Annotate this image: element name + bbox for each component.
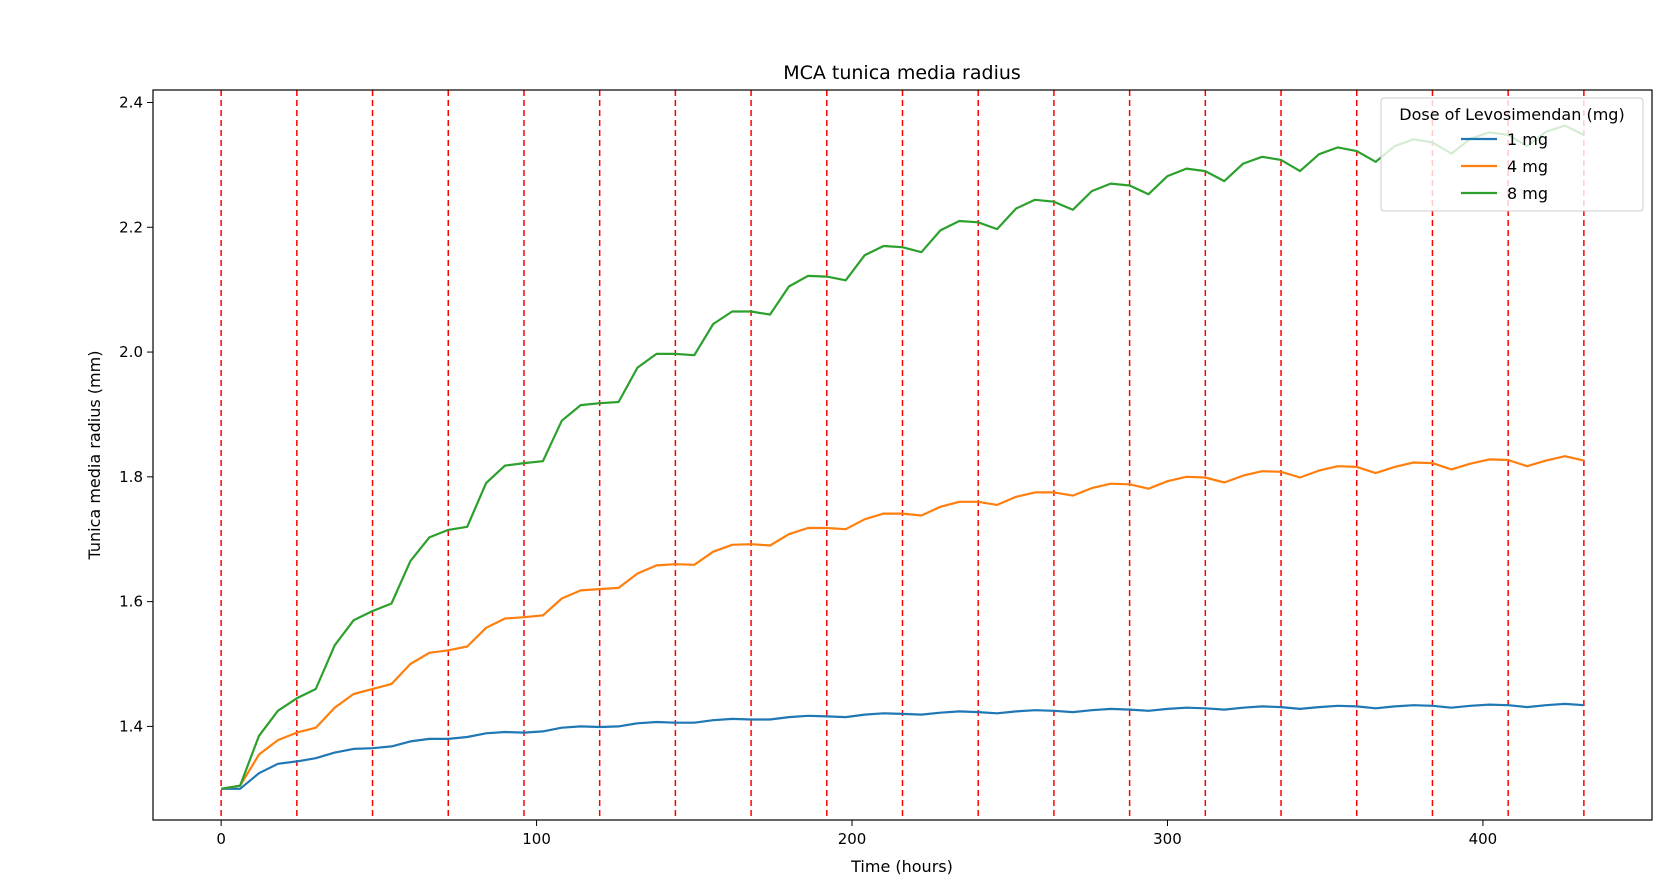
y-tick-label: 2.4 [119,93,143,111]
legend-entries: 1 mg 4 mg 8 mg [1461,130,1548,203]
plot-area-frame [152,89,1653,821]
legend-label: 8 mg [1507,184,1548,203]
y-axis-label: Tunica media radius (mm) [85,351,104,561]
legend-label: 1 mg [1507,130,1548,149]
x-tick-label: 0 [216,830,226,848]
legend-label: 4 mg [1507,157,1548,176]
legend-box [1380,97,1644,212]
series-line-1-mg [221,702,1584,790]
x-tick-label: 300 [1153,830,1182,848]
y-tick-label: 1.8 [119,468,143,486]
chart-title: MCA tunica media radius [783,62,1021,84]
y-tick-label: 2.2 [119,218,143,236]
series-line-8-mg [220,124,1585,790]
x-tick-label: 400 [1469,830,1498,848]
x-tick-label: 200 [838,830,867,848]
y-axis-ticks: 1.4 1.6 1.8 2.0 2.2 2.4 [119,93,153,735]
dose-lines [220,90,1585,820]
series-line-4-mg [220,455,1585,790]
x-axis-ticks: 0 100 200 300 400 [216,820,1497,848]
y-tick-label: 1.4 [119,717,143,735]
legend: Dose of Levosimendan (mg) 1 mg 4 mg 8 mg [1380,97,1644,212]
y-tick-label: 2.0 [119,343,143,361]
y-tick-label: 1.6 [119,593,143,611]
x-tick-label: 100 [522,830,551,848]
legend-title: Dose of Levosimendan (mg) [1399,105,1624,124]
series-lines [220,124,1585,790]
x-axis-label: Time (hours) [850,857,953,876]
